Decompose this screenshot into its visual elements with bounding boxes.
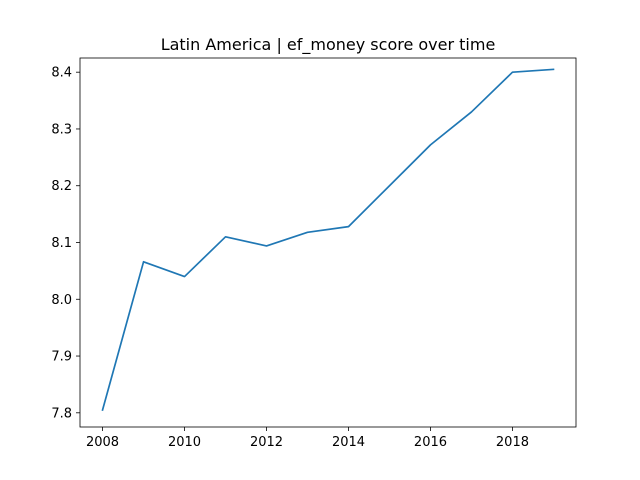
x-tick-label: 2018 <box>496 435 529 450</box>
y-tick-label: 8.4 <box>51 66 72 81</box>
chart-title: Latin America | ef_money score over time <box>161 35 496 55</box>
axes-frame <box>79 57 577 428</box>
series-line <box>101 68 555 412</box>
y-tick-label: 7.8 <box>51 406 72 421</box>
y-tick-label: 8.1 <box>51 236 72 251</box>
x-tick-label: 2014 <box>332 435 365 450</box>
x-tick-label: 2010 <box>168 435 201 450</box>
plot-area: 2008 2010 2012 2014 2016 2018 7.8 7.9 8.0 8.1 8.2 8… <box>51 57 577 450</box>
y-tick-label: 8.0 <box>51 293 72 308</box>
y-tick-label: 7.9 <box>51 350 72 365</box>
x-tick-label: 2008 <box>86 435 119 450</box>
y-tick-label: 8.2 <box>51 179 72 194</box>
x-tick-label: 2012 <box>250 435 283 450</box>
x-tick-label: 2016 <box>414 435 447 450</box>
y-tick-label: 8.3 <box>51 122 72 137</box>
